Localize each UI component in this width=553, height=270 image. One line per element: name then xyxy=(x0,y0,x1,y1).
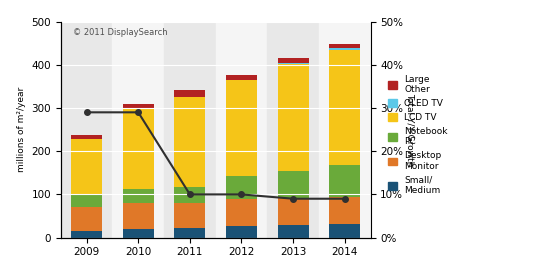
Bar xyxy=(226,75,257,80)
Bar xyxy=(71,231,102,238)
Bar xyxy=(174,203,205,228)
Bar xyxy=(174,228,205,238)
Text: © 2011 DisplaySearch: © 2011 DisplaySearch xyxy=(73,28,168,37)
Bar xyxy=(329,48,360,50)
Legend: Large
Other, OLED TV, LCD TV, Notebook
PC, Desktop
Monitor, Small/
Medium: Large Other, OLED TV, LCD TV, Notebook P… xyxy=(386,73,450,197)
Bar xyxy=(216,22,267,238)
Bar xyxy=(123,229,154,238)
Bar xyxy=(329,44,360,48)
Bar xyxy=(123,189,154,203)
Bar xyxy=(329,224,360,238)
Bar xyxy=(226,199,257,225)
Bar xyxy=(278,225,309,238)
Bar xyxy=(123,203,154,229)
Bar xyxy=(123,104,154,109)
Bar xyxy=(164,22,216,238)
Y-axis label: Total Y/Y Growth: Total Y/Y Growth xyxy=(405,93,414,166)
Bar xyxy=(267,22,319,238)
Bar xyxy=(123,109,154,189)
Bar xyxy=(226,176,257,199)
Bar xyxy=(329,50,360,166)
Bar xyxy=(329,197,360,224)
Bar xyxy=(174,97,205,187)
Bar xyxy=(71,139,102,195)
Bar xyxy=(278,198,309,225)
Bar xyxy=(174,90,205,97)
Bar xyxy=(278,58,309,63)
Bar xyxy=(71,207,102,231)
Bar xyxy=(278,171,309,198)
Bar xyxy=(226,225,257,238)
Bar xyxy=(61,22,112,238)
Bar xyxy=(226,80,257,176)
Y-axis label: millions of m²/year: millions of m²/year xyxy=(17,87,26,172)
Bar xyxy=(329,166,360,197)
Bar xyxy=(112,22,164,238)
Bar xyxy=(71,195,102,207)
Bar xyxy=(278,64,309,171)
Bar xyxy=(174,187,205,203)
Bar xyxy=(319,22,371,238)
Bar xyxy=(71,135,102,139)
Bar xyxy=(278,63,309,64)
